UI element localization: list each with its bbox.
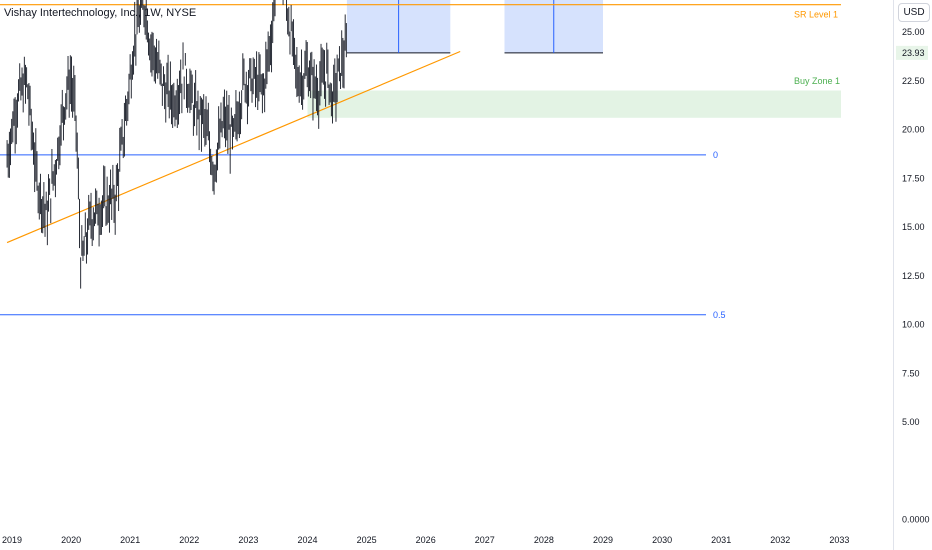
zones-layer xyxy=(307,90,841,118)
time-tick-label: 2025 xyxy=(357,535,377,545)
fib-layer xyxy=(0,154,706,316)
price-axis[interactable]: 52.5050.0047.5045.0042.5040.0037.5035.00… xyxy=(902,0,930,525)
time-tick-label: 2027 xyxy=(475,535,495,545)
time-tick-label: 2033 xyxy=(829,535,849,545)
price-tick-label: 22.50 xyxy=(902,76,925,86)
fib-level-label: 0.5 xyxy=(713,310,726,320)
price-tick-label: 10.00 xyxy=(902,320,925,330)
time-tick-label: 2021 xyxy=(120,535,140,545)
time-tick-label: 2022 xyxy=(179,535,199,545)
axis-divider xyxy=(893,0,894,550)
fib-level-label: 0 xyxy=(713,150,718,160)
labels-layer: Buy Zone 19.91 (41.50%) 99127.72 (115.41… xyxy=(713,10,928,320)
price-tick-label: 17.50 xyxy=(902,173,925,183)
trendline xyxy=(6,50,461,244)
time-tick-label: 2019 xyxy=(2,535,22,545)
currency-button[interactable]: USD xyxy=(898,3,930,22)
price-series xyxy=(6,0,347,289)
time-axis[interactable]: 2019 2020 2021 2022 2023 2024 2025 2026 2027 2028… xyxy=(2,535,849,545)
price-tick-label: 20.00 xyxy=(902,125,925,135)
time-tick-label: 2028 xyxy=(534,535,554,545)
last-price-bg xyxy=(896,45,928,60)
buy-zone-label: Buy Zone 1 xyxy=(794,76,840,86)
time-tick-label: 2026 xyxy=(416,535,436,545)
sr-level-label: SR Level 1 xyxy=(794,10,838,20)
buy-zone xyxy=(307,90,841,118)
last-price-label: 23.93 xyxy=(902,48,925,58)
time-tick-label: 2030 xyxy=(652,535,672,545)
time-tick-label: 2024 xyxy=(297,535,317,545)
time-tick-label: 2029 xyxy=(593,535,613,545)
price-tick-label: 15.00 xyxy=(902,222,925,232)
chart-title: Vishay Intertechnology, Inc., 1W, NYSE xyxy=(4,7,197,19)
time-tick-label: 2020 xyxy=(61,535,81,545)
price-tick-label: 25.00 xyxy=(902,27,925,37)
price-tick-label: 0.0000 xyxy=(902,515,930,525)
time-tick-label: 2023 xyxy=(238,535,258,545)
measures-layer xyxy=(346,0,603,54)
price-tick-label: 7.50 xyxy=(902,368,920,378)
price-tick-label: 5.00 xyxy=(902,417,920,427)
time-tick-label: 2032 xyxy=(770,535,790,545)
time-tick-label: 2031 xyxy=(711,535,731,545)
price-tick-label: 12.50 xyxy=(902,271,925,281)
